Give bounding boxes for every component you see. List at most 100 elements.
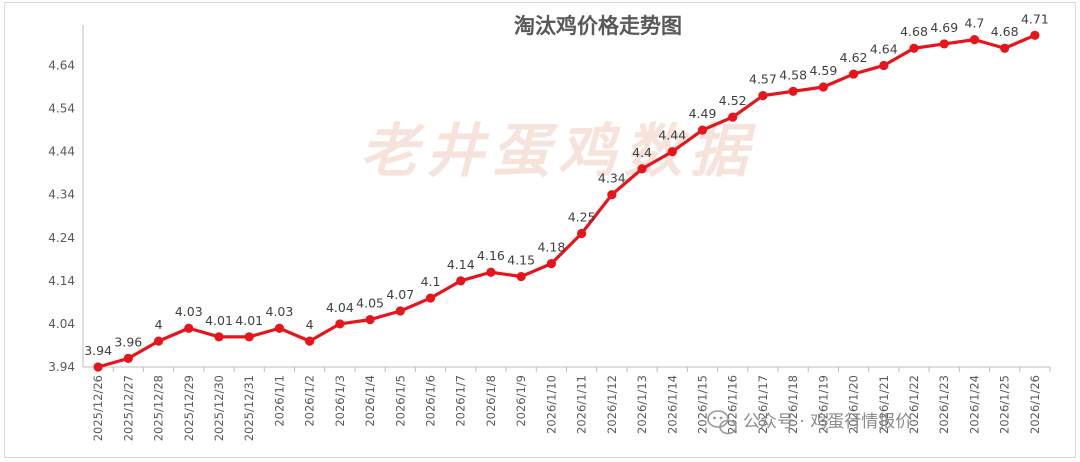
- x-tick-label: 2026/1/12: [605, 375, 619, 434]
- brand-account-label: 公众号 · 鸡蛋行情报价: [743, 412, 912, 432]
- x-tick-label: 2026/1/4: [363, 375, 377, 427]
- data-label: 4.01: [235, 313, 263, 328]
- data-point: [214, 332, 224, 342]
- data-label: 4.68: [991, 24, 1019, 39]
- wechat-icon: [707, 410, 737, 435]
- data-label: 4.18: [537, 240, 565, 255]
- data-label: 4.4: [632, 145, 652, 160]
- data-point: [184, 323, 194, 333]
- data-point: [788, 86, 798, 96]
- data-point: [425, 293, 436, 303]
- data-point: [909, 43, 919, 53]
- x-tick-label: 2026/1/14: [665, 375, 679, 434]
- x-tick-label: 2025/12/29: [182, 375, 196, 441]
- chart-frame: 老井蛋鸡数据 淘汰鸡价格走势图 3.94 4.04 4.14 4.24 4.34 4.44…: [4, 2, 1076, 458]
- data-label: 4.25: [568, 209, 596, 224]
- data-point: [153, 336, 164, 346]
- brand-watermark: 公众号 · 鸡蛋行情报价: [707, 410, 912, 435]
- x-tick-label: 2025/12/26: [91, 375, 105, 441]
- data-point: [486, 267, 496, 277]
- data-point: [848, 69, 859, 79]
- x-tick-label: 2026/1/16: [726, 375, 740, 434]
- data-point: [365, 315, 375, 325]
- data-point: [637, 164, 647, 174]
- data-label: 4.68: [900, 24, 928, 39]
- data-label: 4.52: [719, 93, 747, 108]
- data-point: [577, 228, 587, 239]
- x-tick-label: 2026/1/6: [424, 375, 438, 427]
- x-tick-label: 2026/1/10: [544, 375, 558, 434]
- y-tick-label: 4.24: [48, 231, 75, 245]
- data-label: 3.94: [84, 343, 112, 358]
- data-label: 4.69: [930, 20, 958, 35]
- axes: 3.944.044.144.244.344.444.544.642025/12/…: [48, 25, 1051, 441]
- x-tick-label: 2026/1/8: [484, 375, 498, 427]
- y-tick-label: 4.34: [48, 188, 75, 202]
- data-point: [516, 271, 526, 282]
- data-point: [758, 91, 768, 101]
- data-label: 4: [155, 317, 163, 332]
- data-label: 4.14: [447, 257, 475, 272]
- data-point: [1030, 30, 1040, 40]
- x-tick-label: 2026/1/22: [907, 375, 921, 434]
- data-label: 3.96: [114, 334, 142, 349]
- data-point: [667, 147, 677, 157]
- x-tick-label: 2026/1/3: [333, 375, 347, 427]
- data-label: 4: [306, 317, 314, 332]
- data-point: [123, 353, 133, 363]
- data-point: [969, 35, 980, 45]
- data-label: 4.34: [598, 171, 626, 186]
- data-label: 4.07: [386, 287, 414, 302]
- x-tick-label: 2026/1/13: [635, 375, 649, 434]
- data-point: [335, 319, 345, 329]
- data-point: [607, 190, 617, 200]
- data-label: 4.7: [965, 16, 985, 31]
- x-tick-label: 2026/1/26: [1028, 375, 1042, 434]
- data-point: [939, 39, 949, 49]
- x-tick-label: 2026/1/20: [847, 375, 861, 434]
- data-point: [305, 336, 315, 346]
- chart-title: 淘汰鸡价格走势图: [514, 13, 682, 38]
- data-label: 4.62: [840, 50, 868, 65]
- data-label: 4.16: [477, 248, 505, 263]
- data-point: [697, 125, 708, 135]
- y-tick-label: 4.64: [48, 58, 75, 72]
- data-point: [274, 323, 285, 333]
- x-tick-label: 2026/1/21: [877, 375, 891, 434]
- data-point: [1000, 43, 1010, 53]
- x-tick-label: 2026/1/7: [454, 375, 468, 427]
- data-point: [728, 112, 738, 122]
- x-tick-label: 2026/1/25: [998, 375, 1012, 434]
- x-tick-label: 2026/1/24: [967, 375, 981, 434]
- data-label: 4.44: [658, 128, 686, 143]
- data-label: 4.59: [809, 63, 837, 78]
- data-label: 4.1: [421, 274, 441, 289]
- x-tick-label: 2026/1/19: [816, 375, 830, 434]
- x-tick-label: 2026/1/18: [786, 375, 800, 434]
- x-tick-label: 2026/1/1: [272, 375, 286, 427]
- data-label: 4.03: [175, 304, 203, 319]
- data-point: [93, 362, 103, 372]
- data-label: 4.01: [205, 313, 233, 328]
- data-label: 4.04: [326, 300, 354, 315]
- data-point: [818, 82, 828, 92]
- data-label: 4.71: [1021, 11, 1049, 26]
- data-point: [456, 276, 466, 286]
- watermark-text: 老井蛋鸡数据: [360, 117, 757, 185]
- data-label: 4.15: [507, 253, 535, 268]
- x-tick-label: 2026/1/5: [393, 375, 407, 427]
- y-tick-label: 4.44: [48, 145, 75, 159]
- data-point: [395, 306, 405, 316]
- data-point: [879, 60, 889, 71]
- y-tick-label: 4.54: [48, 102, 75, 116]
- data-label: 4.58: [779, 67, 807, 82]
- x-tick-label: 2025/12/28: [152, 375, 166, 441]
- x-tick-label: 2026/1/11: [575, 375, 589, 434]
- series-line: [97, 33, 1036, 369]
- data-point: [244, 332, 254, 342]
- x-tick-label: 2026/1/2: [303, 375, 317, 427]
- data-label: 4.05: [356, 296, 384, 311]
- y-tick-label: 4.14: [48, 274, 75, 288]
- y-tick-label: 3.94: [48, 360, 75, 374]
